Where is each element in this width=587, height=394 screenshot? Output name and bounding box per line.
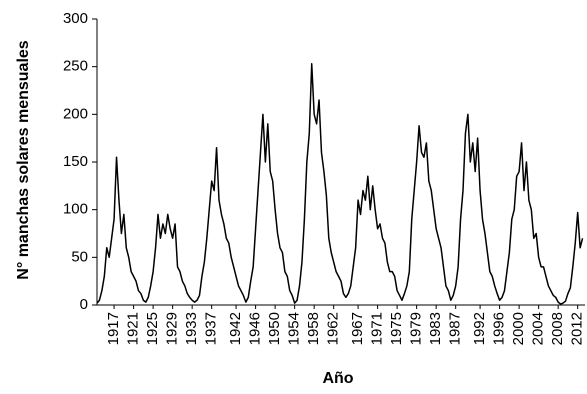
x-tick-label: 1937 [203,312,220,345]
y-tick-label: 100 [63,201,88,218]
x-tick-label: 1958 [305,312,322,345]
x-tick-label: 1987 [447,312,464,345]
x-tick-label: 1917 [105,312,122,345]
y-tick-label: 150 [63,153,88,170]
y-axis-title: N° manchas solares mensuales [15,40,32,280]
x-tick-label: 1979 [408,312,425,345]
x-tick-label: 1983 [427,312,444,345]
x-tick-label: 1946 [247,312,264,345]
y-tick-label: 50 [71,248,88,265]
x-tick-label: 2000 [510,312,527,345]
x-tick-label: 1996 [491,312,508,345]
x-tick-label: 1950 [266,312,283,345]
x-tick-label: 1962 [325,312,342,345]
x-tick-label: 2008 [549,312,566,345]
y-tick-label: 250 [63,58,88,75]
y-tick-label: 200 [63,105,88,122]
x-tick-label: 1971 [369,312,386,345]
x-tick-label: 1933 [183,312,200,345]
x-tick-label: 1967 [349,312,366,345]
x-tick-label: 1942 [227,312,244,345]
x-tick-label: 1925 [144,312,161,345]
y-tick-label: 0 [80,296,88,313]
x-tick-label: 1975 [388,312,405,345]
x-tick-label: 1921 [125,312,142,345]
x-tick-label: 1954 [286,312,303,345]
x-tick-label: 1992 [471,312,488,345]
data-line [96,63,584,305]
x-axis-title: Año [322,370,353,387]
x-tick-label: 2004 [530,312,547,345]
x-tick-label: 1929 [164,312,181,345]
y-tick-label: 300 [63,10,88,27]
x-tick-label: 2012 [569,312,586,345]
